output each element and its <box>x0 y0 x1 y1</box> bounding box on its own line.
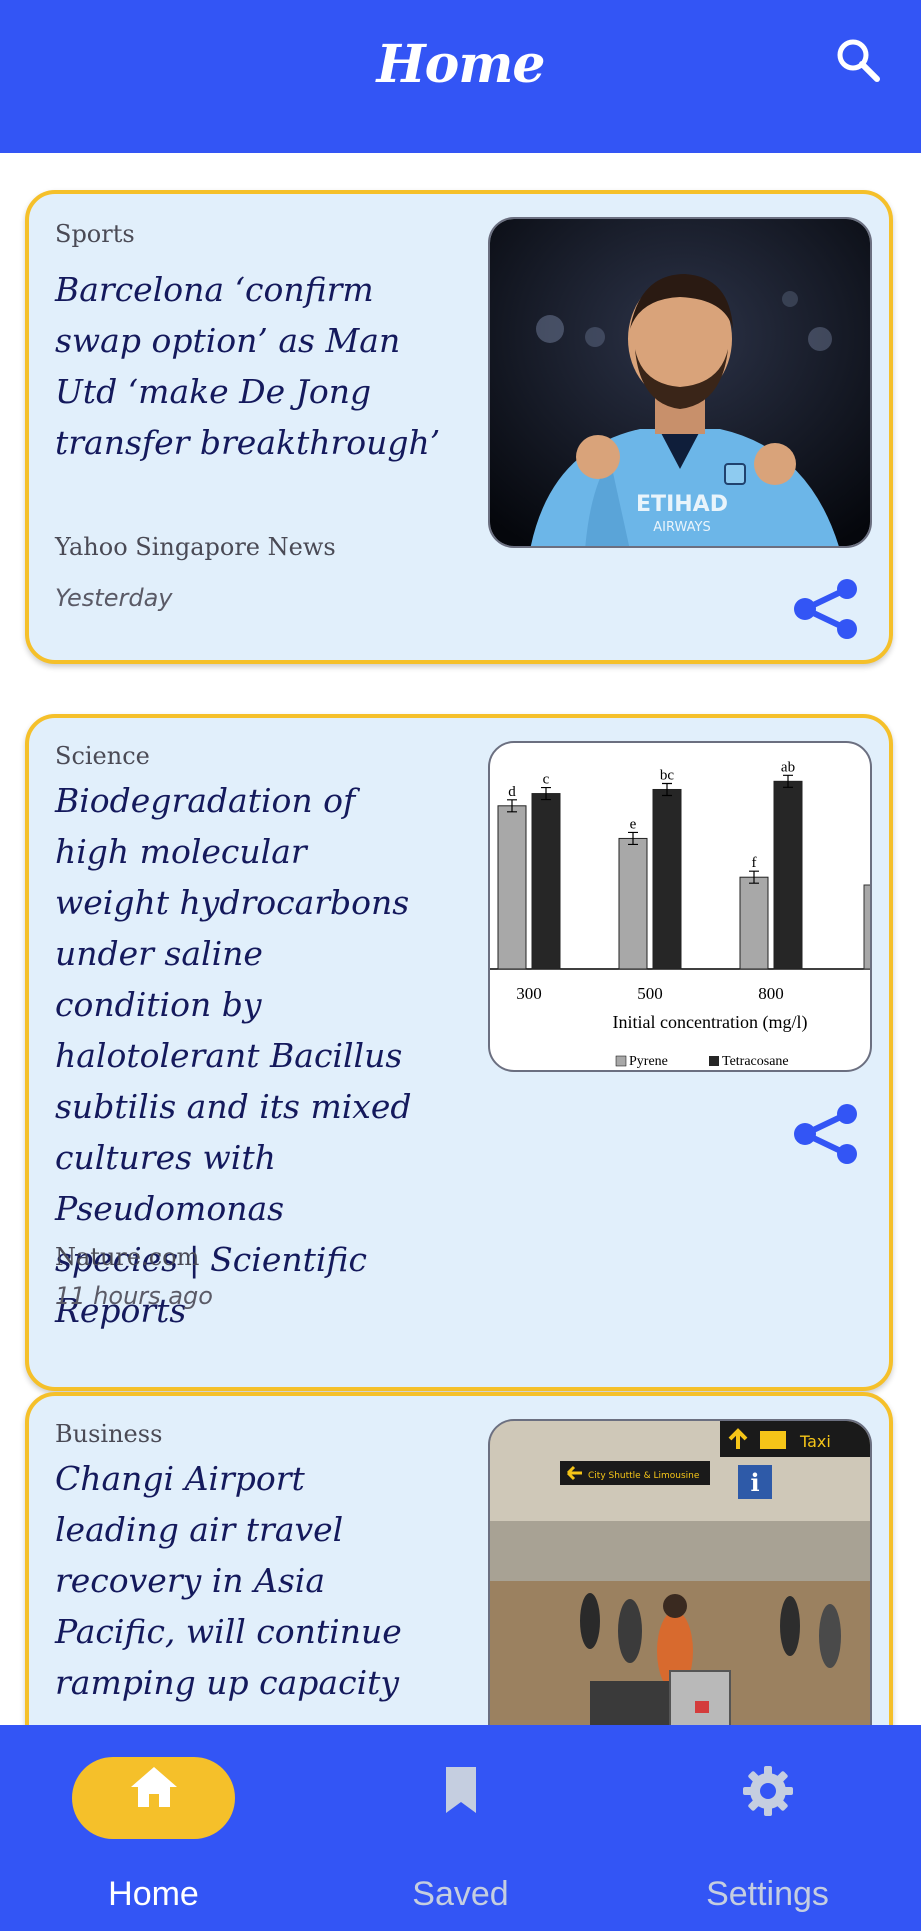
search-icon <box>837 39 880 82</box>
nav-label-saved: Saved <box>412 1875 509 1913</box>
chart-bar-pyrene <box>497 805 527 970</box>
taxi-sign: Taxi <box>799 1432 831 1451</box>
article-card[interactable]: Science Biodegradation of high molecular… <box>25 714 893 1391</box>
bookmark-icon <box>445 1767 476 1813</box>
chart-data-label: bc <box>660 767 675 783</box>
chart-bar-tetracosane <box>773 780 803 970</box>
partial-bar <box>863 884 870 970</box>
nav-label-home: Home <box>108 1875 199 1913</box>
article-category: Business <box>55 1420 163 1448</box>
article-category: Sports <box>55 220 135 248</box>
article-time: 11 hours ago <box>55 1282 213 1310</box>
nav-home[interactable]: Home <box>0 1725 307 1931</box>
chart-data-label: f <box>752 855 757 871</box>
chart-bar-tetracosane <box>652 788 682 970</box>
chart-error-bar <box>507 799 517 813</box>
article-card[interactable]: Business Changi Airport leading air trav… <box>25 1392 893 1725</box>
share-button[interactable] <box>791 579 861 639</box>
chart-error-bar <box>541 786 551 801</box>
article-card[interactable]: Sports Barcelona ‘confirm swap option’ a… <box>25 190 893 664</box>
legend-tetracosane: Tetracosane <box>722 1054 789 1069</box>
chart-data-label: d <box>508 784 516 800</box>
nav-label-settings: Settings <box>706 1875 829 1913</box>
football-player-photo[interactable]: ETIHAD AIRWAYS <box>488 217 872 548</box>
chart-error-bar <box>749 870 759 884</box>
airport-terminal-photo[interactable]: Taxi City Shuttle & Limousine i <box>488 1419 872 1725</box>
svg-text:AIRWAYS: AIRWAYS <box>653 520 710 535</box>
chart-tick-label: 800 <box>758 984 784 1003</box>
home-icon <box>130 1767 177 1807</box>
app-bar: Home <box>0 0 921 153</box>
article-title: Biodegradation of high molecular weight … <box>55 781 412 1330</box>
gear-icon <box>742 1766 793 1816</box>
article-title: Barcelona ‘confirm swap option’ as Man U… <box>55 270 441 462</box>
search-button[interactable] <box>828 30 888 90</box>
shuttle-sign: City Shuttle & Limousine <box>588 1471 700 1481</box>
chart-data-label: e <box>630 816 637 832</box>
nav-settings[interactable]: Settings <box>614 1725 921 1931</box>
chart-x-axis-label: Initial concentration (mg/l) <box>613 1012 808 1033</box>
bar-chart-figure[interactable]: d c e bc f ab 300 500 800 Initial concentration… <box>488 741 872 1072</box>
article-category: Science <box>55 742 150 770</box>
chart-bar-pyrene <box>618 837 648 970</box>
chart-error-bar <box>662 782 672 797</box>
share-button[interactable] <box>791 1104 861 1164</box>
legend-pyrene: Pyrene <box>629 1054 668 1069</box>
svg-text:ETIHAD: ETIHAD <box>636 492 728 517</box>
article-feed[interactable]: Sports Barcelona ‘confirm swap option’ a… <box>0 153 921 1725</box>
article-title: Changi Airport leading air travel recove… <box>55 1459 402 1702</box>
svg-text:i: i <box>750 1468 759 1497</box>
chart-bar-tetracosane <box>531 793 561 970</box>
share-icon <box>794 579 857 639</box>
bottom-navigation: Home Saved Settings <box>0 1725 921 1931</box>
chart-tick-label: 300 <box>516 984 542 1003</box>
chart-tick-label: 500 <box>637 984 663 1003</box>
chart-data-label: ab <box>781 759 795 775</box>
chart-error-bar <box>628 831 638 846</box>
chart-legend: Pyrene Tetracosane <box>615 1054 789 1069</box>
article-source: Yahoo Singapore News <box>55 533 336 561</box>
share-icon <box>794 1104 857 1164</box>
article-source: Nature.com <box>55 1243 200 1271</box>
chart-bar-pyrene <box>739 876 769 970</box>
page-title: Home <box>376 34 546 95</box>
article-time: Yesterday <box>55 584 173 612</box>
nav-saved[interactable]: Saved <box>307 1725 614 1931</box>
chart-data-label: c <box>543 772 550 788</box>
chart-error-bar <box>783 774 793 788</box>
